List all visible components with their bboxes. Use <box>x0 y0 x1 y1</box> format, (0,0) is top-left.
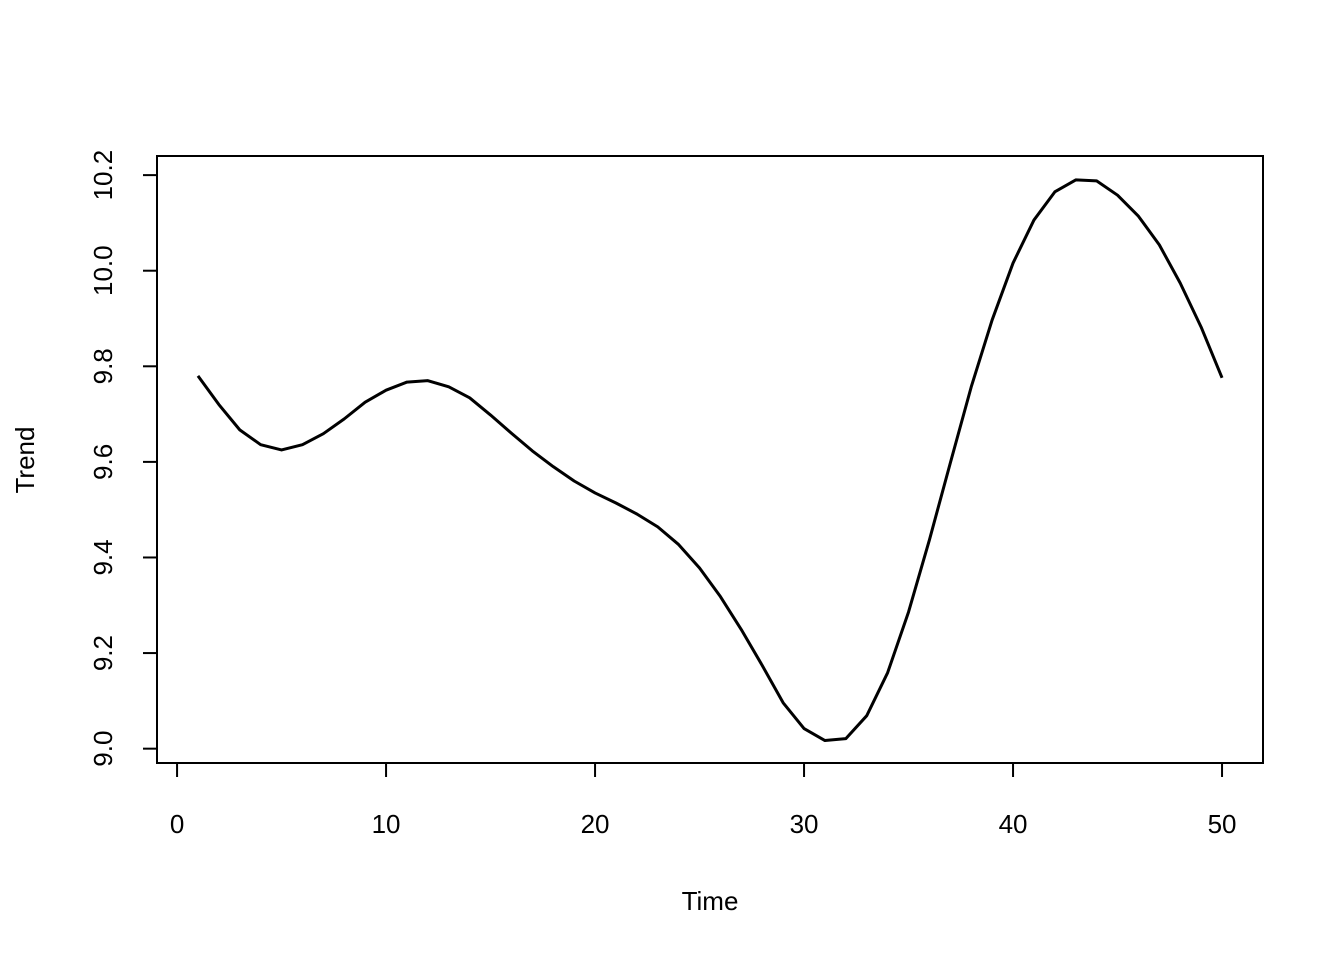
trend-line <box>196 178 1224 743</box>
y-tick-label: 9.4 <box>88 539 118 575</box>
y-tick-label: 10.0 <box>88 245 118 296</box>
x-tick-label: 30 <box>790 809 819 839</box>
plot-box <box>156 155 1264 764</box>
y-axis-label: Trend <box>10 427 40 494</box>
x-tick-label: 40 <box>999 809 1028 839</box>
x-tick-label: 20 <box>581 809 610 839</box>
y-tick-label: 9.8 <box>88 348 118 384</box>
y-tick-label: 9.6 <box>88 444 118 480</box>
x-tick-label: 0 <box>170 809 184 839</box>
y-tick-label: 10.2 <box>88 150 118 201</box>
x-tick-label: 50 <box>1208 809 1237 839</box>
x-tick-label: 10 <box>372 809 401 839</box>
y-tick-label: 9.0 <box>88 731 118 767</box>
x-axis-label: Time <box>682 886 739 916</box>
y-tick-label: 9.2 <box>88 635 118 671</box>
